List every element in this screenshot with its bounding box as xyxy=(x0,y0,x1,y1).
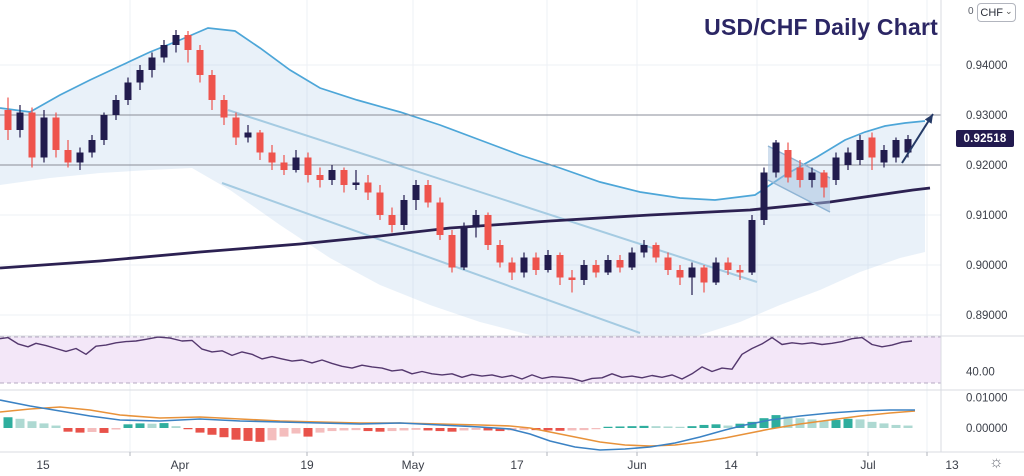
time-axis-label: May xyxy=(402,458,425,472)
rsi-axis-label: 40.00 xyxy=(966,367,995,379)
macd-axis-label: 0.01000 xyxy=(966,392,1008,404)
time-axis-label: Apr xyxy=(171,458,190,472)
macd-axis-label: 0.00000 xyxy=(966,423,1008,435)
time-axis[interactable]: 15 Apr 19 May 17 Jun 14 Jul 13 xyxy=(36,452,959,472)
breakout-arrow xyxy=(901,113,934,164)
price-axis-label: 0.93000 xyxy=(966,110,1008,122)
chevron-down-icon: ⌄ xyxy=(1005,6,1013,16)
price-axis-label: 0.91000 xyxy=(966,210,1008,222)
candlestick-series xyxy=(4,30,912,295)
time-axis-label: 19 xyxy=(300,458,314,472)
theme-toggle-icon[interactable]: ☼ xyxy=(989,454,1004,471)
rsi-line xyxy=(0,336,913,382)
price-axis-label: 0.90000 xyxy=(966,260,1008,272)
time-axis-label: 13 xyxy=(945,458,959,472)
time-axis-label: 15 xyxy=(36,458,50,472)
rsi-pane[interactable] xyxy=(0,336,941,384)
time-axis-label: 14 xyxy=(724,458,738,472)
bollinger-fill xyxy=(0,28,925,336)
chart-title: USD/CHF Daily Chart xyxy=(704,14,938,40)
long-moving-average xyxy=(0,186,931,270)
current-price-badge: 0.92518 xyxy=(956,130,1014,147)
price-axis[interactable]: 0.94000 0.93000 0.92000 0.91000 0.90000 0.890… xyxy=(966,60,1008,435)
price-axis-label: 0.92000 xyxy=(966,160,1008,172)
macd-signal-line xyxy=(0,406,916,447)
trend-channel-line xyxy=(227,109,758,283)
time-axis-label: 17 xyxy=(510,458,524,472)
macd-line xyxy=(0,399,915,451)
clipped-digit: 0 xyxy=(968,6,974,17)
symbol-selector-label: CHF xyxy=(980,6,1004,19)
price-axis-label: 0.89000 xyxy=(966,310,1008,322)
main-price-pane[interactable] xyxy=(0,27,941,345)
symbol-selector-dropdown[interactable]: CHF ⌄ xyxy=(977,3,1016,22)
time-axis-label: Jul xyxy=(860,458,875,472)
trend-channel-line xyxy=(221,182,641,334)
pane-separators xyxy=(0,0,1024,453)
price-axis-label: 0.94000 xyxy=(966,60,1008,72)
macd-pane[interactable] xyxy=(0,399,916,451)
time-axis-label: Jun xyxy=(627,458,646,472)
bollinger-upper-line xyxy=(0,27,926,201)
